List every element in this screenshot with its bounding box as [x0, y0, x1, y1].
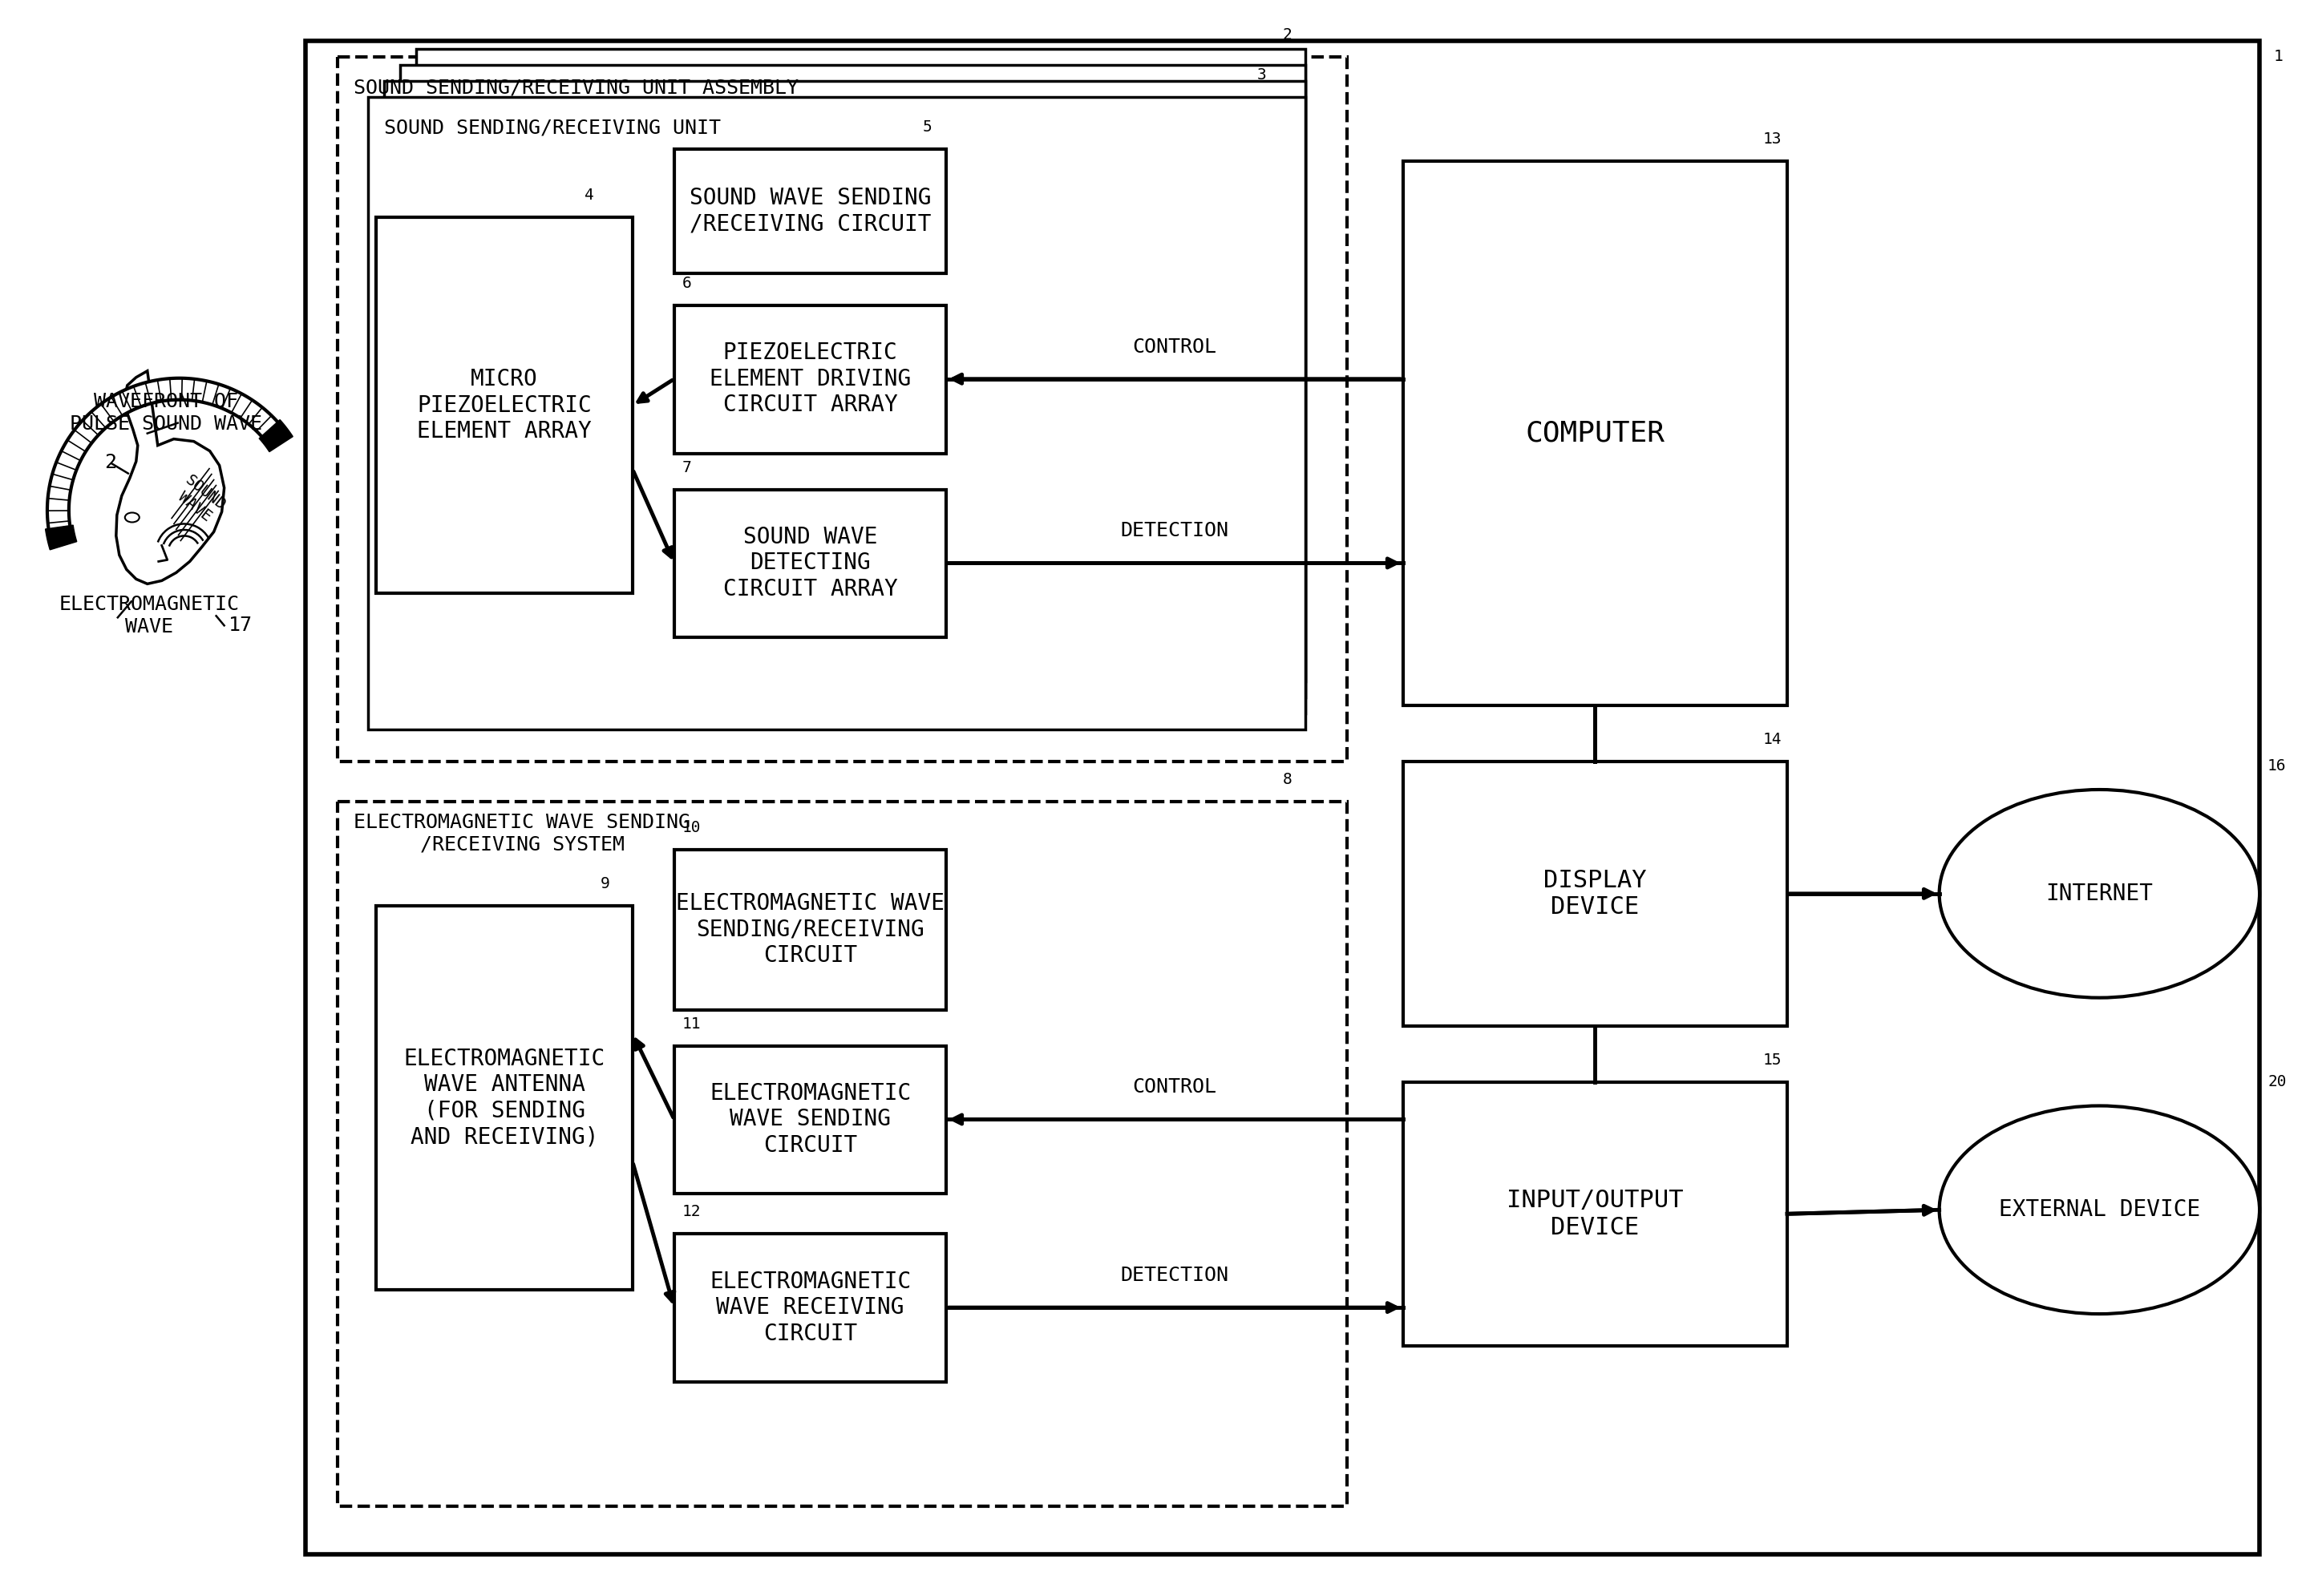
Text: INTERNET: INTERNET: [2047, 883, 2153, 905]
Text: 14: 14: [1764, 733, 1783, 747]
FancyBboxPatch shape: [376, 905, 633, 1290]
Text: 6: 6: [681, 276, 691, 290]
Text: 2: 2: [1282, 27, 1291, 43]
Text: 4: 4: [584, 188, 593, 203]
FancyBboxPatch shape: [675, 305, 946, 453]
Text: DISPLAY
DEVICE: DISPLAY DEVICE: [1544, 868, 1646, 919]
FancyBboxPatch shape: [376, 217, 633, 594]
Text: 3: 3: [1256, 67, 1266, 83]
FancyBboxPatch shape: [385, 81, 1305, 713]
FancyBboxPatch shape: [417, 49, 1305, 681]
Text: 13: 13: [1764, 131, 1783, 147]
Text: SOUND WAVE SENDING
/RECEIVING CIRCUIT: SOUND WAVE SENDING /RECEIVING CIRCUIT: [688, 187, 932, 235]
Text: ELECTROMAGNETIC WAVE SENDING
/RECEIVING SYSTEM: ELECTROMAGNETIC WAVE SENDING /RECEIVING …: [355, 812, 691, 854]
FancyBboxPatch shape: [1402, 161, 1787, 705]
Text: 5: 5: [923, 120, 932, 134]
FancyBboxPatch shape: [675, 490, 946, 637]
FancyBboxPatch shape: [338, 57, 1347, 761]
Text: 12: 12: [681, 1205, 700, 1219]
Text: ELECTROMAGNETIC
WAVE RECEIVING
CIRCUIT: ELECTROMAGNETIC WAVE RECEIVING CIRCUIT: [709, 1270, 911, 1345]
Text: 1: 1: [2274, 49, 2283, 64]
Text: 9: 9: [600, 876, 610, 891]
Polygon shape: [116, 370, 225, 584]
FancyBboxPatch shape: [1402, 1082, 1787, 1345]
FancyBboxPatch shape: [675, 1234, 946, 1382]
Text: INPUT/OUTPUT
DEVICE: INPUT/OUTPUT DEVICE: [1507, 1189, 1683, 1238]
Text: 10: 10: [681, 820, 700, 835]
Polygon shape: [46, 525, 76, 549]
FancyBboxPatch shape: [369, 97, 1305, 729]
Text: SOUND WAVE
DETECTING
CIRCUIT ARRAY: SOUND WAVE DETECTING CIRCUIT ARRAY: [723, 525, 897, 600]
Ellipse shape: [1940, 1106, 2260, 1314]
Text: 16: 16: [2267, 758, 2286, 774]
Polygon shape: [260, 420, 292, 452]
Ellipse shape: [125, 512, 139, 522]
FancyBboxPatch shape: [338, 801, 1347, 1507]
Text: ELECTROMAGNETIC
WAVE ANTENNA
(FOR SENDING
AND RECEIVING): ELECTROMAGNETIC WAVE ANTENNA (FOR SENDIN…: [403, 1047, 605, 1148]
Text: ELECTROMAGNETIC
WAVE SENDING
CIRCUIT: ELECTROMAGNETIC WAVE SENDING CIRCUIT: [709, 1082, 911, 1157]
Text: DETECTION: DETECTION: [1120, 522, 1229, 541]
FancyBboxPatch shape: [675, 1045, 946, 1194]
Text: MICRO
PIEZOELECTRIC
ELEMENT ARRAY: MICRO PIEZOELECTRIC ELEMENT ARRAY: [417, 369, 591, 442]
Text: 11: 11: [681, 1017, 700, 1031]
Text: DETECTION: DETECTION: [1120, 1266, 1229, 1285]
Text: 7: 7: [681, 460, 691, 476]
Text: SOUND
WAVE: SOUND WAVE: [172, 472, 229, 527]
FancyBboxPatch shape: [675, 148, 946, 273]
Text: 15: 15: [1764, 1052, 1783, 1068]
Polygon shape: [46, 378, 287, 544]
Text: CONTROL: CONTROL: [1134, 1077, 1217, 1096]
Text: EXTERNAL DEVICE: EXTERNAL DEVICE: [1998, 1199, 2200, 1221]
Text: WAVEFRONT OF
PULSE SOUND WAVE: WAVEFRONT OF PULSE SOUND WAVE: [70, 391, 262, 433]
Text: 8: 8: [1282, 772, 1291, 787]
FancyBboxPatch shape: [675, 849, 946, 1010]
Text: 20: 20: [2267, 1074, 2286, 1090]
Text: 2: 2: [104, 453, 116, 472]
FancyBboxPatch shape: [401, 65, 1305, 697]
Text: ELECTROMAGNETIC WAVE
SENDING/RECEIVING
CIRCUIT: ELECTROMAGNETIC WAVE SENDING/RECEIVING C…: [677, 892, 946, 967]
Text: ELECTROMAGNETIC
WAVE: ELECTROMAGNETIC WAVE: [60, 595, 239, 637]
FancyBboxPatch shape: [306, 41, 2260, 1555]
Text: CONTROL: CONTROL: [1134, 337, 1217, 356]
Text: SOUND SENDING/RECEIVING UNIT ASSEMBLY: SOUND SENDING/RECEIVING UNIT ASSEMBLY: [355, 78, 800, 97]
Ellipse shape: [1940, 790, 2260, 998]
Text: COMPUTER: COMPUTER: [1525, 420, 1664, 447]
Text: SOUND SENDING/RECEIVING UNIT: SOUND SENDING/RECEIVING UNIT: [385, 118, 721, 137]
Text: PIEZOELECTRIC
ELEMENT DRIVING
CIRCUIT ARRAY: PIEZOELECTRIC ELEMENT DRIVING CIRCUIT AR…: [709, 342, 911, 417]
FancyBboxPatch shape: [1402, 761, 1787, 1026]
Text: 17: 17: [227, 616, 253, 635]
